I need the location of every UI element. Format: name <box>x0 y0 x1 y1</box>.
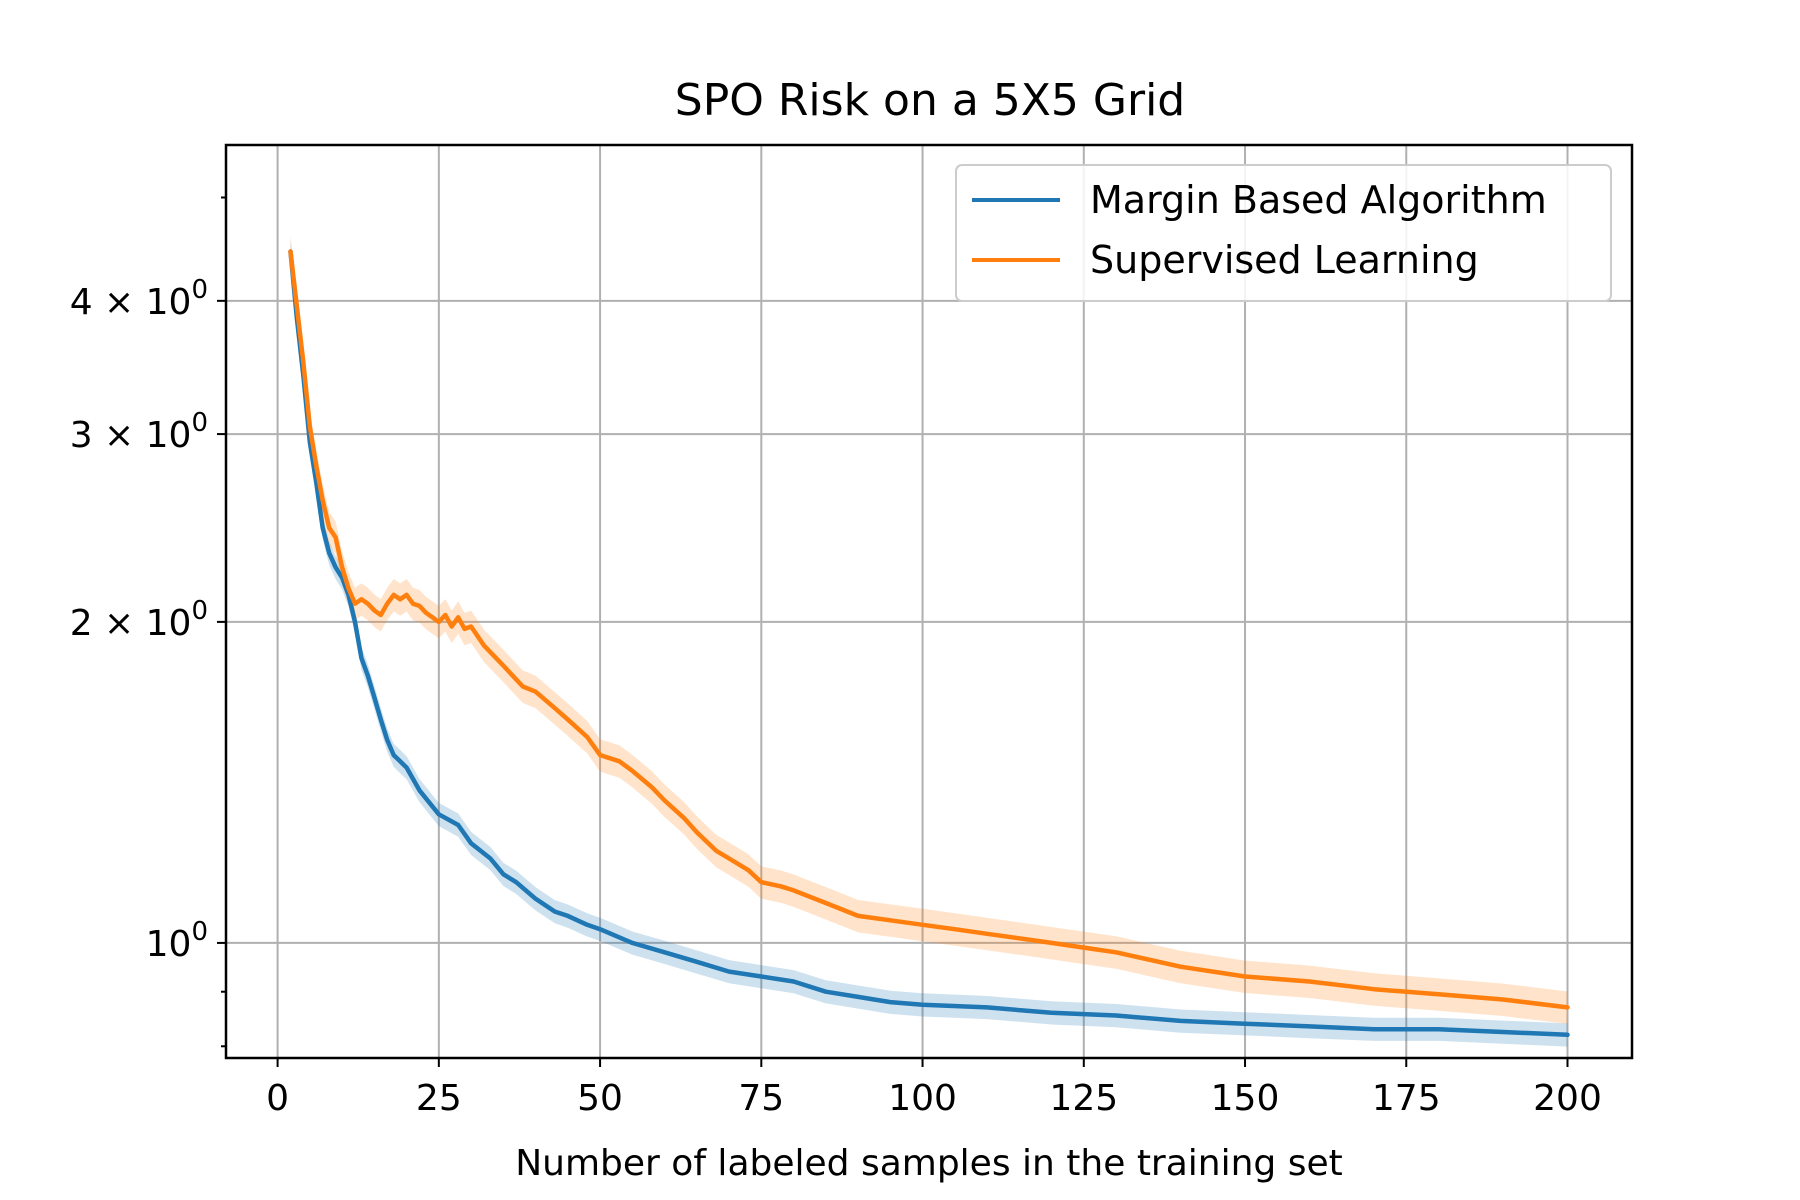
plot-frame <box>224 143 1634 1060</box>
y-tick-label: 100 <box>146 917 208 965</box>
series-line-margin-based-algorithm <box>288 249 1570 1038</box>
x-tick-label: 50 <box>577 1078 623 1119</box>
confidence-band-supervised-learning <box>290 235 1568 1024</box>
y-tick-label: 2 × 100 <box>70 596 208 644</box>
y-axis-ticks: 100 2 × 100 3 × 100 4 × 100 <box>70 196 226 1048</box>
legend-box <box>955 164 1612 302</box>
legend-label-supervised-learning: Supervised Learning <box>1090 238 1479 282</box>
series-line-supervised-learning <box>288 249 1570 1010</box>
x-tick-label: 125 <box>1049 1078 1118 1119</box>
y-tick-label: 4 × 100 <box>70 275 208 323</box>
x-tick-label: 25 <box>416 1078 462 1119</box>
x-tick-label: 200 <box>1533 1078 1602 1119</box>
x-tick-label: 75 <box>738 1078 784 1119</box>
x-axis-ticks: 0 25 50 75 100 125 150 175 200 <box>266 1058 1602 1119</box>
chart-title: SPO Risk on a 5X5 Grid <box>675 75 1185 126</box>
x-axis-label: Number of labeled samples in the trainin… <box>515 1143 1343 1184</box>
legend: Margin Based Algorithm Supervised Learni… <box>955 164 1612 302</box>
x-tick-label: 100 <box>888 1078 957 1119</box>
x-tick-label: 150 <box>1211 1078 1280 1119</box>
y-tick-label: 3 × 100 <box>70 408 208 456</box>
line-layer <box>288 249 1570 1038</box>
legend-label-margin-based-algorithm: Margin Based Algorithm <box>1090 178 1547 222</box>
x-tick-label: 0 <box>266 1078 289 1119</box>
x-tick-label: 175 <box>1372 1078 1441 1119</box>
